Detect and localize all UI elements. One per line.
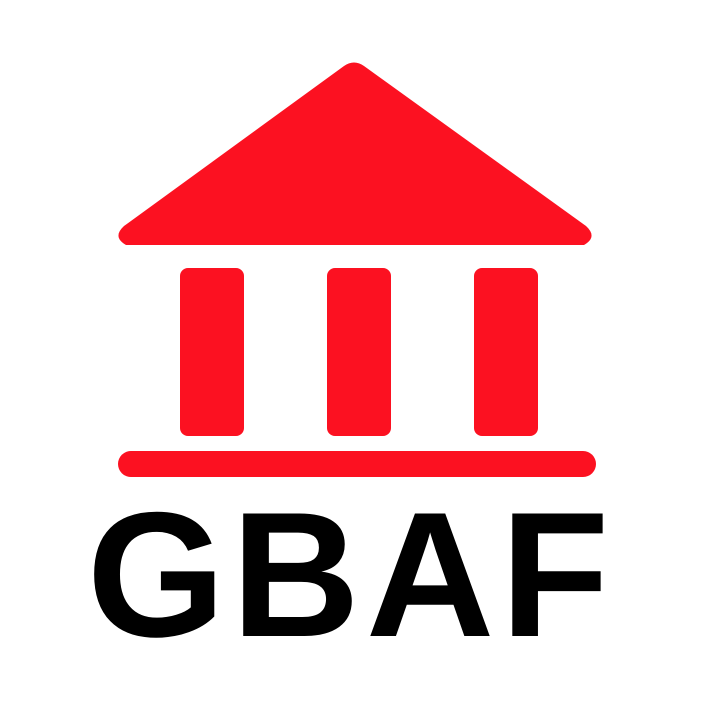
column-right bbox=[474, 268, 538, 436]
roof-shape bbox=[118, 62, 592, 245]
column-left bbox=[180, 268, 244, 436]
base-bar bbox=[118, 451, 596, 477]
logo-text: GBAF bbox=[86, 475, 616, 674]
column-middle bbox=[327, 268, 391, 436]
